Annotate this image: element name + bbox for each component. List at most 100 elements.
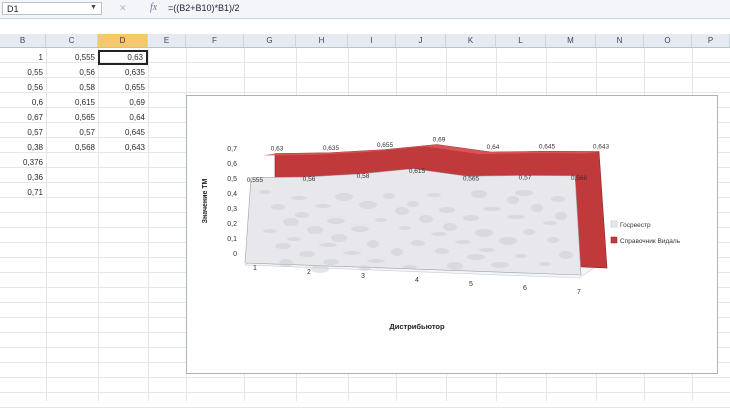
formula-input[interactable]: =((B2+B10)*B1)/2 [168,3,240,13]
column-header-o[interactable]: O [644,34,692,47]
texture-speck [471,190,487,198]
cell-c7[interactable]: 0,568 [74,143,95,152]
column-header-i[interactable]: I [348,34,396,47]
cell-c2[interactable]: 0,56 [79,68,95,77]
texture-speck [443,223,457,231]
texture-speck [427,193,441,197]
row-gridline [0,377,730,378]
data-label-vidal: 0,69 [433,137,446,144]
data-label-gosreestr: 0,568 [571,175,588,182]
cell-d7[interactable]: 0,643 [124,143,145,152]
texture-speck [263,229,277,233]
column-header-k[interactable]: K [446,34,496,47]
texture-speck [287,237,301,241]
texture-speck [475,229,493,237]
cell-d6[interactable]: 0,645 [124,128,145,137]
texture-speck [275,243,291,249]
column-header-e[interactable]: E [148,34,186,47]
texture-speck [399,226,411,230]
cell-c1[interactable]: 0,555 [74,53,95,62]
texture-speck [271,204,285,210]
cell-c4[interactable]: 0,615 [74,98,95,107]
data-label-vidal: 0,655 [377,142,394,149]
column-header-l[interactable]: L [496,34,546,47]
texture-speck [523,229,535,235]
texture-speck [291,196,307,200]
cell-d5[interactable]: 0,64 [129,113,145,122]
cell-b10[interactable]: 0,71 [27,188,43,197]
column-header-j[interactable]: J [396,34,446,47]
column-header-f[interactable]: F [186,34,244,47]
data-label-vidal: 0,643 [593,144,610,151]
texture-speck [439,207,455,213]
cell-b7[interactable]: 0,38 [27,143,43,152]
x-tick-label: 7 [577,289,581,296]
x-tick-label: 4 [415,277,419,284]
cell-d4[interactable]: 0,69 [129,98,145,107]
column-header-d[interactable]: D [98,34,148,47]
cell-c6[interactable]: 0,57 [79,128,95,137]
x-tick-label: 2 [307,269,311,276]
column-header-n[interactable]: N [596,34,644,47]
texture-speck [327,218,345,224]
column-header-m[interactable]: M [546,34,596,47]
chart[interactable]: 0 0,1 0,2 0,3 0,4 0,5 0,6 0,7 Значение ТМ 0,63 0,6… [186,95,718,374]
texture-speck [507,196,519,204]
row-gridline [0,62,730,63]
x-tick-label: 1 [253,265,257,272]
texture-speck [335,193,353,201]
name-box-dropdown-icon[interactable]: ▼ [90,4,97,11]
x-axis-title: Дистрибьютор [389,322,445,331]
cell-b2[interactable]: 0,55 [27,68,43,77]
cell-c3[interactable]: 0,58 [79,83,95,92]
texture-speck [367,259,385,263]
column-header-g[interactable]: G [244,34,296,47]
texture-speck [375,218,387,222]
texture-speck [351,226,369,232]
column-gridline [46,48,47,401]
cell-b4[interactable]: 0,6 [31,98,43,107]
data-label-vidal: 0,64 [487,144,500,151]
cell-b6[interactable]: 0,57 [27,128,43,137]
legend-label: Госреестр [620,222,651,229]
texture-speck [455,240,471,244]
texture-speck [367,240,379,248]
data-label-gosreestr: 0,555 [247,177,264,184]
texture-speck [279,259,293,267]
texture-speck [499,237,517,245]
cell-d2[interactable]: 0,635 [124,68,145,77]
texture-speck [403,265,417,269]
name-box[interactable]: D1 [2,2,102,15]
texture-speck [411,240,425,246]
texture-speck [515,254,527,258]
column-gridline [98,48,99,401]
data-label-gosreestr: 0,56 [303,176,316,183]
texture-speck [555,212,567,220]
cell-b1[interactable]: 1 [38,53,43,62]
cell-b5[interactable]: 0,67 [27,113,43,122]
y-tick-label: 0,7 [227,146,237,153]
texture-speck [447,262,463,270]
column-header-p[interactable]: P [692,34,730,47]
texture-speck [323,259,339,265]
column-header-b[interactable]: B [0,34,46,47]
cancel-icon[interactable]: ✕ [119,3,127,13]
texture-speck [479,248,495,252]
texture-speck [259,190,271,194]
texture-speck [395,207,409,215]
texture-speck [407,201,419,207]
cell-b9[interactable]: 0,36 [27,173,43,182]
cell-b3[interactable]: 0,56 [27,83,43,92]
column-header-h[interactable]: H [296,34,348,47]
fx-icon[interactable]: fx [150,2,158,13]
cell-c5[interactable]: 0,565 [74,113,95,122]
y-tick-label: 0,4 [227,191,237,198]
texture-speck [315,204,331,208]
texture-speck [319,243,337,247]
cell-d3[interactable]: 0,655 [124,83,145,92]
column-header-c[interactable]: C [46,34,98,47]
selected-cell[interactable]: 0,63 [98,50,148,65]
texture-speck [383,193,395,199]
cell-b8[interactable]: 0,376 [22,158,43,167]
texture-speck [283,218,299,226]
